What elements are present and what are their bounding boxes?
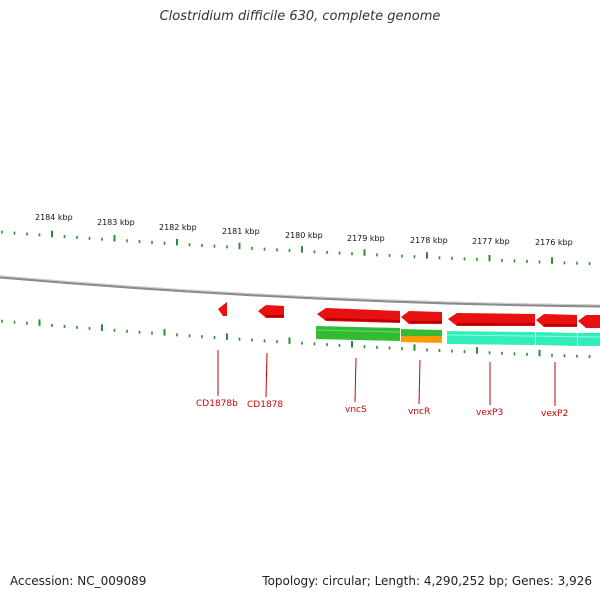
scale-label-2177: 2177 kbp (472, 237, 510, 246)
outer-scale-ticks (1, 230, 591, 266)
accession-value: NC_009089 (77, 574, 147, 588)
length-value: 4,290,252 bp (423, 574, 504, 588)
genes-value: 3,926 (557, 574, 592, 588)
cds-block-vncr-orange[interactable] (401, 336, 442, 343)
cds-block-vexp3[interactable] (447, 331, 535, 345)
inner-scale-ticks (1, 319, 591, 359)
gene-arrow-vexp2[interactable] (536, 314, 577, 327)
gene-label-vncr[interactable]: vncR (408, 407, 430, 417)
gene-label-vexp3[interactable]: vexP3 (476, 408, 503, 418)
accession-info: Accession: NC_009089 (10, 574, 146, 588)
gene-arrow-vexp3[interactable] (448, 313, 535, 326)
scale-label-2183: 2183 kbp (97, 218, 135, 227)
gene-labels: CD1878b CD1878 vncS vncR vexP3 vexP2 (196, 399, 568, 419)
gene-label-vexp2[interactable]: vexP2 (541, 409, 568, 419)
gene-arrow-cd1878b[interactable] (218, 302, 227, 316)
genes-label: Genes: (511, 574, 554, 588)
length-label: Length: (374, 574, 421, 588)
cds-block-next[interactable] (578, 333, 600, 346)
gene-leader-lines (217, 350, 556, 406)
gene-label-cd1878b[interactable]: CD1878b (196, 399, 238, 409)
cds-block-vncr[interactable] (401, 329, 442, 336)
gene-label-vncs[interactable]: vncS (345, 405, 367, 415)
gene-features (218, 302, 600, 328)
genome-title: Clostridium difficile 630, complete geno… (159, 9, 441, 24)
topology-value: circular (322, 574, 367, 588)
scale-labels: 2184 kbp 2183 kbp 2182 kbp 2181 kbp 2180… (35, 213, 573, 247)
genome-backbone-highlight (0, 275, 600, 306)
cds-block-vncs[interactable] (316, 326, 400, 341)
scale-label-2181: 2181 kbp (222, 227, 260, 236)
genome-backbone (0, 275, 600, 308)
gene-arrow-cd1878[interactable] (258, 305, 284, 318)
topology-label: Topology: (262, 574, 319, 588)
cds-features (315, 326, 600, 346)
gene-arrow-vncr[interactable] (401, 311, 442, 324)
scale-label-2184: 2184 kbp (35, 213, 73, 222)
accession-label: Accession: (10, 574, 74, 588)
scale-label-2182: 2182 kbp (159, 223, 197, 232)
gene-arrow-next[interactable] (578, 315, 600, 328)
cds-block-vexp2[interactable] (536, 332, 577, 346)
scale-label-2178: 2178 kbp (410, 236, 448, 245)
scale-label-2180: 2180 kbp (285, 231, 323, 240)
scale-label-2179: 2179 kbp (347, 234, 385, 243)
gene-label-cd1878[interactable]: CD1878 (247, 400, 283, 410)
genome-summary: Topology: circular; Length: 4,290,252 bp… (262, 574, 592, 588)
scale-label-2176: 2176 kbp (535, 238, 573, 247)
